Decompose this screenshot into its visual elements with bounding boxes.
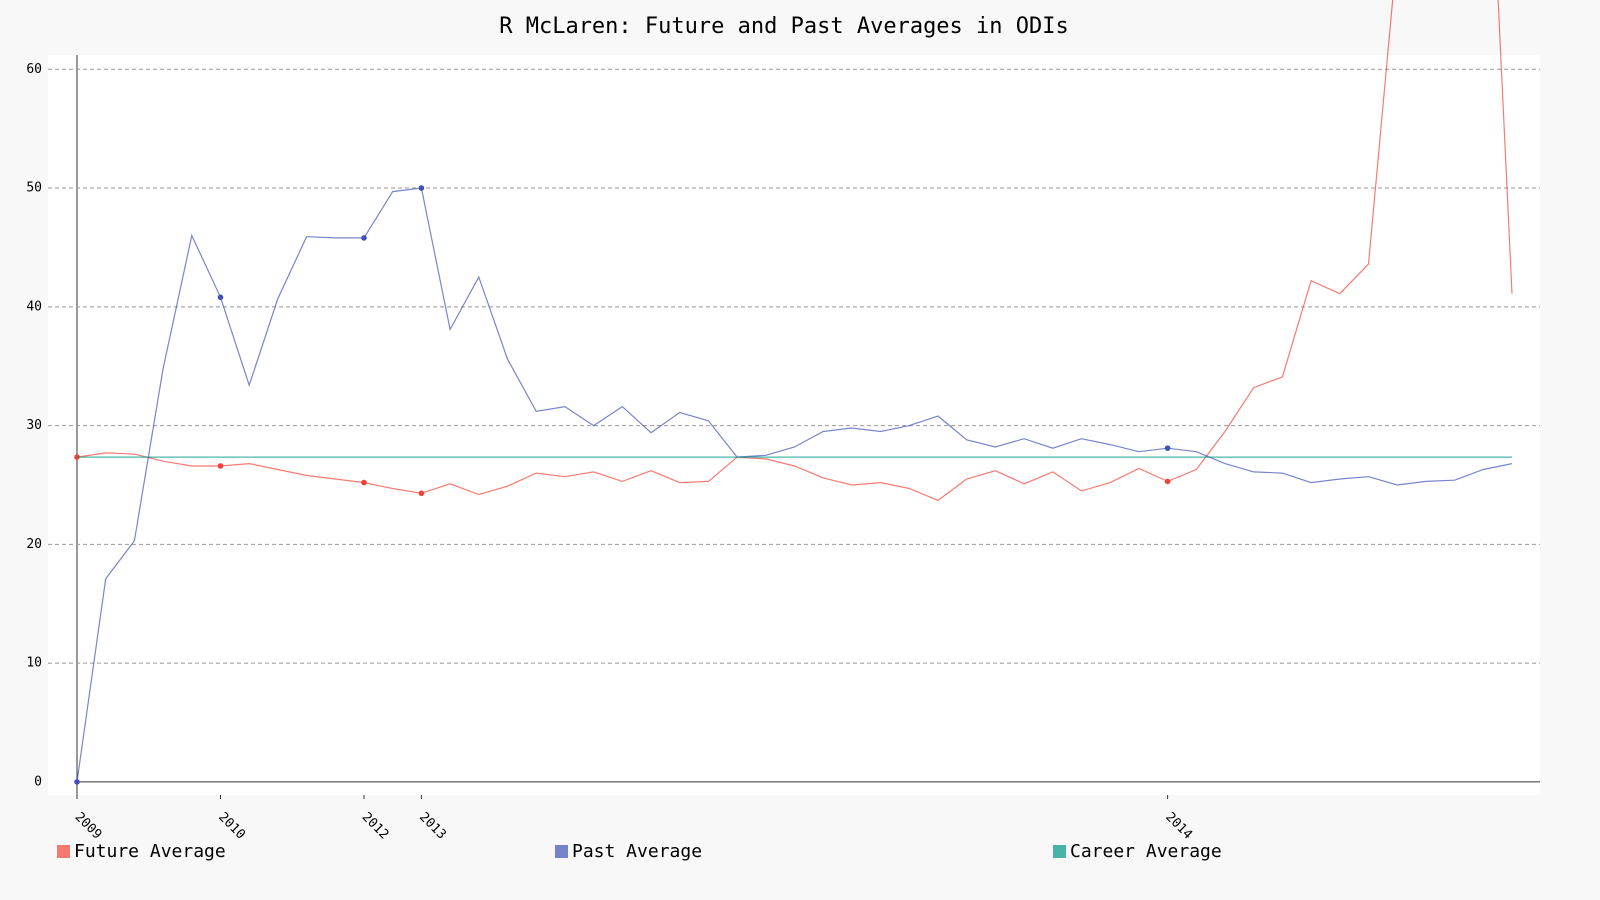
y-tick-label: 0	[34, 774, 42, 789]
series-dot	[217, 463, 224, 469]
plot-area	[48, 55, 1540, 795]
legend-label: Career Average	[1070, 841, 1222, 862]
series-dot	[1164, 445, 1171, 451]
y-tick-label: 10	[26, 656, 42, 671]
x-tick-label: 2012	[359, 810, 392, 843]
series-line	[76, 187, 1513, 782]
legend-swatch	[57, 845, 70, 858]
legend-label: Future Average	[74, 841, 226, 862]
series-dot	[418, 185, 425, 191]
series-dot	[361, 479, 367, 486]
legend-swatch	[1053, 845, 1066, 858]
series-dot	[1164, 478, 1171, 485]
legend-label: Past Average	[572, 841, 702, 862]
series-line	[76, 0, 1513, 502]
series-dot	[217, 294, 224, 301]
x-tick-label: 2010	[215, 810, 248, 843]
y-tick-label: 30	[26, 418, 42, 433]
legend-swatch	[555, 845, 568, 858]
y-tick-label: 20	[26, 537, 42, 552]
x-tick-label: 2013	[416, 810, 449, 843]
series-dot	[361, 235, 367, 241]
x-tick-label: 2014	[1162, 810, 1195, 843]
series-dot	[74, 779, 80, 785]
y-tick-label: 40	[26, 299, 42, 314]
x-tick-label: 2009	[72, 810, 105, 843]
y-tick-label: 50	[26, 181, 42, 196]
chart-title: R McLaren: Future and Past Averages in O…	[499, 14, 1069, 39]
y-tick-label: 60	[26, 62, 42, 77]
series-dot	[418, 490, 425, 497]
